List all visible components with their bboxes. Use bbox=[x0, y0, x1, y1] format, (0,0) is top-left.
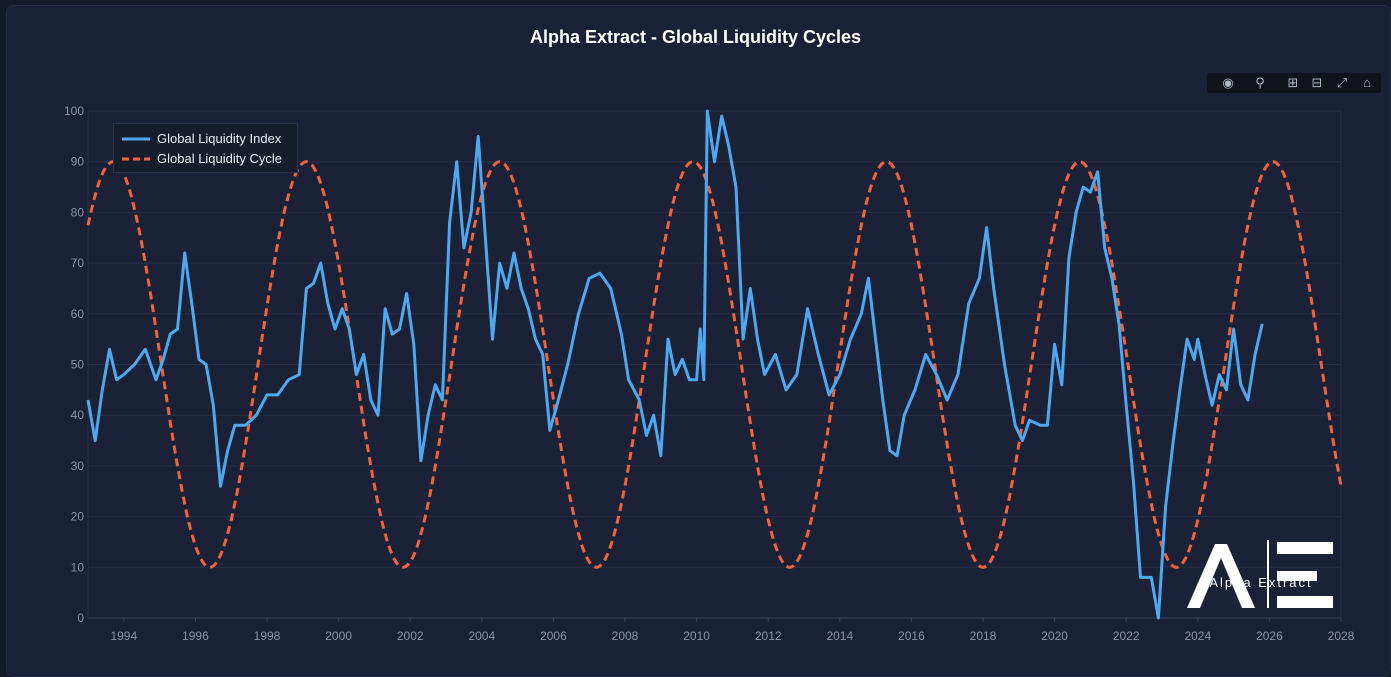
x-tick-label: 1994 bbox=[110, 629, 137, 643]
y-tick-label: 100 bbox=[64, 104, 84, 118]
home-icon[interactable]: ⌂ bbox=[1363, 75, 1371, 90]
x-tick-label: 2000 bbox=[325, 629, 352, 643]
y-tick-label: 30 bbox=[71, 459, 85, 473]
chart-modebar: ◉ ⚲ ⊞ ⊟ ⤢ ⌂ bbox=[1207, 73, 1381, 93]
autoscale-icon[interactable]: ⤢ bbox=[1336, 75, 1348, 90]
ae-logo-mark bbox=[1187, 540, 1333, 608]
x-tick-label: 2006 bbox=[540, 629, 567, 643]
x-tick-label: 2024 bbox=[1184, 629, 1211, 643]
x-tick-label: 2014 bbox=[826, 629, 853, 643]
zoom-out-icon[interactable]: ⊟ bbox=[1311, 75, 1323, 90]
x-tick-label: 2012 bbox=[755, 629, 782, 643]
y-tick-label: 90 bbox=[71, 155, 85, 169]
x-tick-label: 2026 bbox=[1256, 629, 1283, 643]
x-tick-label: 1996 bbox=[182, 629, 209, 643]
chart-title: Alpha Extract - Global Liquidity Cycles bbox=[529, 27, 862, 47]
y-tick-label: 10 bbox=[71, 560, 85, 574]
y-tick-label: 0 bbox=[77, 611, 84, 625]
x-tick-label: 2016 bbox=[898, 629, 925, 643]
x-tick-label: 1998 bbox=[254, 629, 281, 643]
zoom-icon[interactable]: ⚲ bbox=[1255, 75, 1265, 90]
x-tick-label: 2022 bbox=[1113, 629, 1140, 643]
y-tick-label: 50 bbox=[71, 358, 85, 372]
legend-label-index: Global Liquidity Index bbox=[157, 131, 282, 146]
x-tick-label: 2008 bbox=[612, 629, 639, 643]
x-tick-label: 2020 bbox=[1041, 629, 1068, 643]
y-tick-label: 40 bbox=[71, 408, 85, 422]
zoom-in-icon[interactable]: ⊞ bbox=[1287, 75, 1299, 90]
alpha-extract-logo: Alpha Extract bbox=[1187, 538, 1335, 610]
legend-swatch-cycle bbox=[122, 157, 150, 161]
y-tick-label: 80 bbox=[71, 205, 85, 219]
legend: Global Liquidity Index Global Liquidity … bbox=[113, 123, 298, 173]
x-tick-label: 2018 bbox=[970, 629, 997, 643]
legend-swatch-index bbox=[122, 137, 150, 141]
logo-text: Alpha Extract bbox=[1209, 575, 1313, 590]
camera-icon[interactable]: ◉ bbox=[1222, 75, 1234, 90]
legend-label-cycle: Global Liquidity Cycle bbox=[157, 151, 283, 166]
y-tick-label: 20 bbox=[71, 510, 85, 524]
y-tick-label: 60 bbox=[71, 307, 85, 321]
x-tick-label: 2028 bbox=[1328, 629, 1355, 643]
x-tick-label: 2010 bbox=[683, 629, 710, 643]
index-series-line bbox=[86, 109, 1264, 620]
y-tick-label: 70 bbox=[71, 256, 85, 270]
x-tick-label: 2002 bbox=[397, 629, 424, 643]
x-tick-label: 2004 bbox=[468, 629, 495, 643]
